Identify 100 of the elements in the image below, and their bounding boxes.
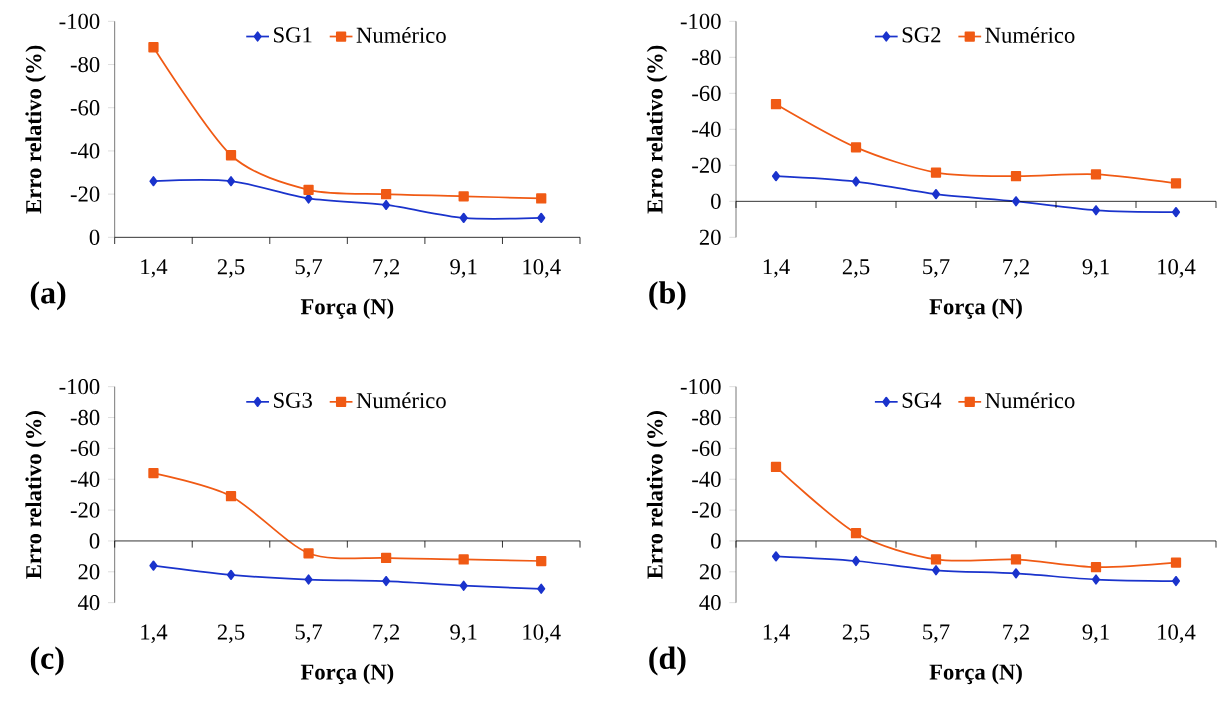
point [850, 142, 862, 153]
point [1090, 169, 1102, 180]
x-tick-label: 1,4 [763, 624, 790, 643]
x-tick-label: 7,2 [373, 624, 400, 643]
y-axis-title: Erro relativo (%) [25, 45, 46, 214]
x-tick-label: 1,4 [763, 259, 790, 278]
y-tick-label: 0 [711, 193, 721, 209]
point [931, 189, 941, 200]
point [536, 193, 547, 204]
x-tick-label: 9,1 [450, 624, 477, 643]
y-tick-label: -80 [692, 49, 721, 65]
y-axis-title: Erro relativo (%) [25, 411, 46, 579]
x-tick-label: 2,5 [842, 624, 870, 643]
legend-label: SG2 [902, 27, 941, 43]
y-tick-label: 20 [699, 564, 721, 580]
x-tick-label: 1,4 [141, 624, 168, 643]
y-tick-label: -60 [70, 440, 100, 457]
x-tick-label: 2,5 [842, 259, 870, 278]
point [536, 555, 547, 567]
legend-label: SG3 [274, 392, 312, 408]
point [458, 554, 469, 565]
point [850, 528, 862, 539]
point [1171, 207, 1181, 218]
y-tick-label: -60 [692, 440, 721, 457]
point [459, 212, 468, 224]
point [148, 42, 159, 53]
y-tick-label: 0 [89, 533, 100, 549]
point [380, 552, 392, 564]
point [537, 212, 546, 224]
point [537, 583, 546, 594]
legend-label: Numérico [985, 392, 1075, 409]
x-tick-label: 2,5 [217, 259, 245, 278]
point [1010, 170, 1022, 182]
point [226, 569, 236, 581]
y-tick-label: 0 [89, 229, 100, 245]
point [1091, 205, 1101, 216]
y-tick-label: -100 [680, 13, 721, 29]
x-tick-label: 2,5 [217, 624, 245, 643]
y-axis-title: Erro relativo (%) [646, 45, 668, 214]
point [1170, 178, 1182, 189]
y-tick-label: 40 [699, 595, 721, 611]
x-tick-label: 5,7 [923, 259, 950, 278]
x-tick-label: 10,4 [1158, 259, 1196, 278]
text: (b) [649, 281, 686, 311]
y-tick-label: -20 [692, 157, 721, 173]
y-tick-label: 40 [77, 595, 100, 611]
x-tick-label: 5,7 [295, 624, 323, 643]
y-tick-label: -40 [70, 471, 100, 487]
y-tick-label: -80 [70, 56, 100, 73]
point [1091, 574, 1101, 585]
y-tick-label: -40 [70, 143, 100, 159]
text: (a) [30, 281, 66, 311]
x-tick-label: 9,1 [450, 259, 477, 278]
y-tick-label: -60 [692, 85, 721, 101]
x-axis-title: Força (N) [300, 663, 394, 685]
x-tick-label: 10,4 [523, 259, 561, 278]
x-tick-label: 10,4 [523, 624, 561, 644]
point [459, 580, 468, 591]
point [1011, 196, 1021, 207]
x-tick-label: 7,2 [373, 259, 400, 278]
x-tick-label: 10,4 [1158, 624, 1196, 644]
y-tick-label: -20 [70, 186, 100, 202]
point [1170, 557, 1182, 568]
x-tick-label: 9,1 [1082, 624, 1109, 643]
point [303, 184, 314, 195]
x-axis-title: Força (N) [929, 298, 1022, 319]
point [851, 555, 861, 567]
y-tick-label: -60 [70, 100, 100, 116]
point [458, 191, 469, 202]
point [930, 554, 942, 565]
point [226, 176, 236, 187]
x-axis-title: Força (N) [300, 298, 394, 319]
y-tick-label: 0 [711, 533, 721, 549]
point [851, 176, 861, 187]
y-tick-label: 20 [699, 229, 721, 245]
point [1011, 568, 1021, 579]
y-axis-title: Erro relativo (%) [646, 411, 668, 579]
y-tick-label: -20 [692, 502, 721, 518]
y-tick-label: -20 [70, 502, 100, 518]
y-tick-label: -80 [70, 409, 100, 426]
point [304, 574, 313, 585]
y-tick-label: -100 [59, 379, 100, 395]
x-tick-label: 1,4 [141, 259, 168, 278]
x-tick-label: 5,7 [295, 259, 323, 278]
point [930, 167, 942, 178]
point [382, 575, 391, 587]
point [225, 491, 237, 502]
legend-label: Numérico [356, 26, 446, 43]
legend-label: SG4 [902, 392, 942, 408]
legend-label: SG1 [274, 27, 312, 43]
y-tick-label: -40 [692, 121, 721, 137]
point [931, 565, 941, 576]
point [770, 99, 782, 110]
x-tick-label: 5,7 [923, 624, 950, 643]
point [149, 176, 158, 187]
legend-label: Numérico [356, 392, 446, 409]
x-tick-label: 7,2 [1003, 624, 1029, 643]
y-tick-label: -100 [59, 13, 100, 29]
point [770, 461, 782, 473]
y-tick-label: 20 [78, 564, 100, 580]
